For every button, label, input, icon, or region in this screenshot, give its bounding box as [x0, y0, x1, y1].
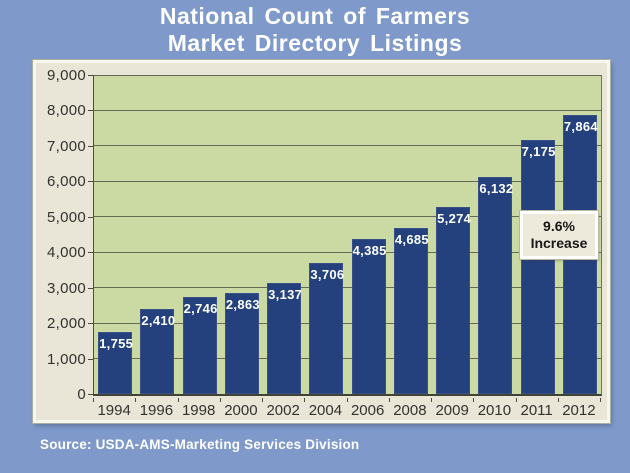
- gridline: [94, 322, 601, 324]
- x-tick-mark: [515, 398, 517, 402]
- source-note: Source: USDA-AMS-Marketing Services Divi…: [40, 437, 360, 452]
- x-tick-mark: [304, 398, 306, 402]
- x-tick-label-2012: 2012: [562, 402, 596, 419]
- increase-annotation-line2: Increase: [530, 235, 588, 251]
- bar-2011: 7,175: [520, 139, 556, 394]
- bar-1998: 2,746: [182, 296, 218, 394]
- bar-1996: 2,410: [140, 308, 176, 394]
- y-tick-mark: [88, 216, 93, 218]
- y-tick-mark: [88, 358, 93, 360]
- x-tick-label-2006: 2006: [350, 402, 385, 419]
- y-axis-labels: 0 1,000 2,000 3,000 4,000 5,000 6,000 7,000 8,00…: [36, 67, 86, 403]
- bar-value-label: 2,746: [183, 300, 218, 316]
- x-tick-label-2011: 2011: [520, 402, 553, 419]
- bar-1994: 1,755: [98, 331, 134, 394]
- bar-value-label: 3,706: [310, 266, 345, 282]
- x-axis-labels: 1994 1996 1998 2000 2002 2004 2006 2008 2009 2010…: [93, 398, 601, 421]
- gridline: [94, 74, 601, 76]
- x-tick-mark: [473, 398, 475, 402]
- y-tick-label: 4,000: [46, 244, 86, 262]
- x-tick-mark: [177, 398, 179, 402]
- bar-value-label: 1,755: [99, 335, 134, 351]
- chart-title: National Count of Farmers Market Directo…: [0, 3, 630, 57]
- bar-value-label: 7,864: [563, 119, 598, 135]
- bar-value-label: 4,385: [352, 242, 387, 258]
- y-tick-label: 0: [77, 386, 86, 403]
- y-tick-mark: [88, 145, 93, 147]
- x-tick-mark: [93, 398, 94, 402]
- x-tick-label-1994: 1994: [97, 402, 131, 419]
- y-tick-label: 7,000: [46, 137, 86, 155]
- y-tick-mark: [88, 75, 93, 76]
- y-tick-mark: [88, 287, 93, 289]
- x-tick-mark: [346, 398, 348, 402]
- bar-2008: 4,685: [393, 227, 429, 394]
- y-tick-label: 5,000: [46, 208, 86, 226]
- y-tick-mark: [88, 181, 93, 183]
- chart-title-line1: National Count of Farmers: [159, 3, 471, 29]
- bar-value-label: 6,132: [479, 180, 514, 196]
- y-tick-label: 8,000: [46, 102, 86, 120]
- x-tick-label-2002: 2002: [266, 402, 300, 419]
- gridline: [94, 145, 601, 147]
- x-tick-label-2010: 2010: [477, 402, 512, 419]
- bar-value-label: 3,137: [268, 286, 303, 302]
- chart-title-line2: Market Directory Listings: [167, 30, 463, 56]
- bar-2004: 3,706: [309, 262, 345, 394]
- gridline: [94, 180, 601, 182]
- bar-2000: 2,863: [224, 292, 260, 394]
- bar-2010: 6,132: [478, 176, 514, 394]
- x-tick-mark: [135, 398, 137, 402]
- bar-value-label: 7,175: [521, 143, 556, 159]
- increase-annotation-box: 9.6% Increase: [519, 210, 599, 260]
- y-tick-label: 6,000: [46, 173, 86, 191]
- bar-value-label: 2,863: [225, 296, 260, 312]
- bar-value-label: 4,685: [394, 231, 429, 247]
- bar-2002: 3,137: [267, 282, 303, 394]
- increase-annotation-line1: 9.6%: [543, 218, 575, 234]
- y-tick-mark: [88, 110, 93, 112]
- bar-2009: 5,274: [436, 207, 472, 394]
- y-tick-label: 3,000: [46, 279, 86, 297]
- y-tick-mark: [88, 252, 93, 254]
- gridline: [94, 109, 601, 111]
- x-tick-mark: [557, 398, 559, 402]
- x-tick-mark: [262, 398, 263, 402]
- bar-value-label: 5,274: [437, 211, 472, 227]
- x-tick-mark: [600, 398, 601, 402]
- x-tick-mark: [388, 398, 390, 402]
- y-tick-label: 2,000: [46, 315, 86, 333]
- chart-panel: 0 1,000 2,000 3,000 4,000 5,000 6,000 7,000 8,00…: [32, 59, 611, 424]
- x-tick-label-2000: 2000: [224, 402, 258, 419]
- x-tick-label-2009: 2009: [435, 402, 469, 419]
- x-tick-label-1996: 1996: [139, 402, 174, 419]
- x-tick-label-2004: 2004: [308, 402, 343, 419]
- y-tick-mark: [88, 323, 93, 325]
- bar-value-label: 2,410: [141, 312, 176, 328]
- y-tick-label: 9,000: [46, 67, 86, 84]
- x-tick-label-2008: 2008: [393, 402, 427, 419]
- x-tick-mark: [219, 398, 221, 402]
- gridline: [94, 216, 601, 218]
- bar-2006: 4,385: [351, 238, 387, 394]
- gridline: [94, 251, 601, 253]
- x-tick-mark: [431, 398, 432, 402]
- x-tick-label-1998: 1998: [181, 402, 216, 419]
- gridline: [94, 287, 601, 289]
- y-tick-mark: [88, 394, 93, 395]
- gridline: [94, 358, 601, 360]
- y-tick-label: 1,000: [46, 350, 86, 368]
